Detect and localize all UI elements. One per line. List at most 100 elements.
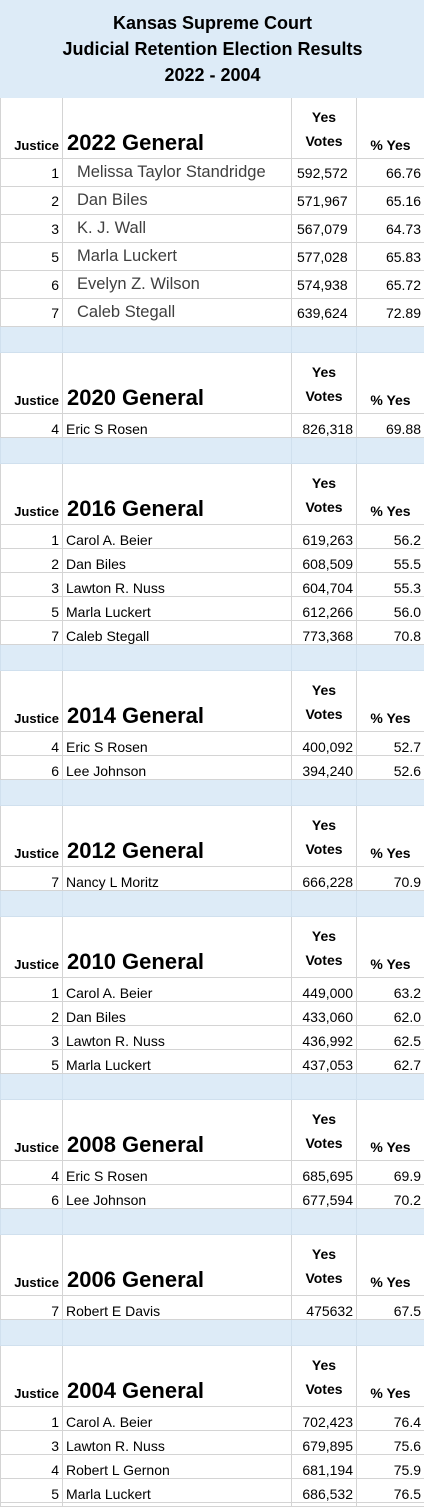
justice-number-cell[interactable]: 7 xyxy=(1,621,63,645)
justice-name-cell[interactable]: Eric S Rosen xyxy=(63,732,292,756)
empty-cell[interactable] xyxy=(292,1503,357,1507)
justice-number-cell[interactable]: 4 xyxy=(1,1161,63,1185)
justice-number-cell[interactable]: 3 xyxy=(1,215,63,243)
percent-yes-column-header[interactable]: % Yes xyxy=(357,1100,424,1161)
yes-votes-cell[interactable]: 666,228 xyxy=(292,867,357,891)
justice-name-cell[interactable]: K. J. Wall xyxy=(63,215,292,243)
justice-name-cell[interactable]: Eric S Rosen xyxy=(63,414,292,438)
percent-yes-cell[interactable]: 62.0 xyxy=(357,1002,424,1026)
percent-yes-cell[interactable]: 56.2 xyxy=(357,525,424,549)
justice-column-header[interactable]: Justice xyxy=(1,98,63,159)
election-title[interactable]: 2016 General xyxy=(63,464,292,525)
yes-votes-cell[interactable]: 604,704 xyxy=(292,573,357,597)
justice-name-cell[interactable]: Lawton R. Nuss xyxy=(63,1431,292,1455)
yes-votes-cell[interactable]: 619,263 xyxy=(292,525,357,549)
spacer-cell[interactable] xyxy=(1,1320,63,1346)
yes-votes-cell[interactable]: 571,967 xyxy=(292,187,357,215)
justice-name-cell[interactable]: Lawton R. Nuss xyxy=(63,573,292,597)
election-title[interactable]: 2004 General xyxy=(63,1346,292,1407)
spacer-cell[interactable] xyxy=(1,645,63,671)
yes-votes-cell[interactable]: 612,266 xyxy=(292,597,357,621)
justice-name-cell[interactable]: Dan Biles xyxy=(63,1002,292,1026)
justice-name-cell[interactable]: Melissa Taylor Standridge xyxy=(63,159,292,187)
yes-votes-cell[interactable]: 449,000 xyxy=(292,978,357,1002)
spacer-cell[interactable] xyxy=(292,1209,357,1235)
justice-number-cell[interactable]: 6 xyxy=(1,756,63,780)
justice-number-cell[interactable]: 1 xyxy=(1,159,63,187)
percent-yes-column-header[interactable]: % Yes xyxy=(357,464,424,525)
percent-yes-cell[interactable]: 65.72 xyxy=(357,271,424,299)
justice-number-cell[interactable]: 5 xyxy=(1,1479,63,1503)
spacer-cell[interactable] xyxy=(292,780,357,806)
justice-name-cell[interactable]: Carol A. Beier xyxy=(63,525,292,549)
empty-cell[interactable] xyxy=(63,1503,292,1507)
percent-yes-cell[interactable]: 75.6 xyxy=(357,1431,424,1455)
justice-number-cell[interactable]: 7 xyxy=(1,1296,63,1320)
justice-name-cell[interactable]: Lee Johnson xyxy=(63,1185,292,1209)
yes-votes-cell[interactable]: 685,695 xyxy=(292,1161,357,1185)
yes-votes-cell[interactable]: 702,423 xyxy=(292,1407,357,1431)
justice-number-cell[interactable]: 3 xyxy=(1,1026,63,1050)
justice-number-cell[interactable]: 2 xyxy=(1,549,63,573)
justice-number-cell[interactable]: 6 xyxy=(1,1185,63,1209)
yes-votes-cell[interactable]: 639,624 xyxy=(292,299,357,327)
justice-number-cell[interactable]: 2 xyxy=(1,187,63,215)
percent-yes-cell[interactable]: 69.88 xyxy=(357,414,424,438)
percent-yes-column-header[interactable]: % Yes xyxy=(357,917,424,978)
percent-yes-cell[interactable]: 70.2 xyxy=(357,1185,424,1209)
percent-yes-column-header[interactable]: % Yes xyxy=(357,98,424,159)
percent-yes-cell[interactable]: 76.5 xyxy=(357,1479,424,1503)
justice-name-cell[interactable]: Caleb Stegall xyxy=(63,299,292,327)
yes-votes-cell[interactable]: 475632 xyxy=(292,1296,357,1320)
percent-yes-cell[interactable]: 62.5 xyxy=(357,1026,424,1050)
empty-cell[interactable] xyxy=(357,1503,424,1507)
spacer-cell[interactable] xyxy=(1,327,63,353)
spacer-cell[interactable] xyxy=(1,780,63,806)
justice-column-header[interactable]: Justice xyxy=(1,806,63,867)
justice-name-cell[interactable]: Evelyn Z. Wilson xyxy=(63,271,292,299)
spacer-cell[interactable] xyxy=(63,645,292,671)
spacer-cell[interactable] xyxy=(63,1320,292,1346)
spacer-cell[interactable] xyxy=(292,1074,357,1100)
spacer-cell[interactable] xyxy=(63,327,292,353)
spacer-cell[interactable] xyxy=(1,438,63,464)
justice-name-cell[interactable]: Dan Biles xyxy=(63,549,292,573)
percent-yes-cell[interactable]: 66.76 xyxy=(357,159,424,187)
percent-yes-cell[interactable]: 75.9 xyxy=(357,1455,424,1479)
election-title[interactable]: 2022 General xyxy=(63,98,292,159)
election-title[interactable]: 2014 General xyxy=(63,671,292,732)
yes-votes-cell[interactable]: 686,532 xyxy=(292,1479,357,1503)
justice-number-cell[interactable]: 1 xyxy=(1,978,63,1002)
justice-name-cell[interactable]: Lee Johnson xyxy=(63,756,292,780)
percent-yes-column-header[interactable]: % Yes xyxy=(357,1346,424,1407)
justice-number-cell[interactable]: 5 xyxy=(1,243,63,271)
spacer-cell[interactable] xyxy=(357,780,424,806)
justice-column-header[interactable]: Justice xyxy=(1,1100,63,1161)
percent-yes-cell[interactable]: 55.5 xyxy=(357,549,424,573)
yes-votes-cell[interactable]: 394,240 xyxy=(292,756,357,780)
percent-yes-cell[interactable]: 70.9 xyxy=(357,867,424,891)
percent-yes-cell[interactable]: 72.89 xyxy=(357,299,424,327)
yes-votes-cell[interactable]: 679,895 xyxy=(292,1431,357,1455)
spacer-cell[interactable] xyxy=(357,1074,424,1100)
justice-name-cell[interactable]: Caleb Stegall xyxy=(63,621,292,645)
justice-number-cell[interactable]: 5 xyxy=(1,1050,63,1074)
yes-votes-cell[interactable]: 681,194 xyxy=(292,1455,357,1479)
justice-name-cell[interactable]: Eric S Rosen xyxy=(63,1161,292,1185)
spacer-cell[interactable] xyxy=(292,891,357,917)
spacer-cell[interactable] xyxy=(63,1209,292,1235)
justice-column-header[interactable]: Justice xyxy=(1,917,63,978)
justice-name-cell[interactable]: Marla Luckert xyxy=(63,1479,292,1503)
yes-votes-cell[interactable]: 400,092 xyxy=(292,732,357,756)
spacer-cell[interactable] xyxy=(1,1209,63,1235)
justice-name-cell[interactable]: Carol A. Beier xyxy=(63,978,292,1002)
spacer-cell[interactable] xyxy=(357,327,424,353)
percent-yes-column-header[interactable]: % Yes xyxy=(357,806,424,867)
spacer-cell[interactable] xyxy=(292,1320,357,1346)
yes-votes-cell[interactable]: 592,572 xyxy=(292,159,357,187)
justice-number-cell[interactable]: 2 xyxy=(1,1002,63,1026)
justice-column-header[interactable]: Justice xyxy=(1,671,63,732)
spacer-cell[interactable] xyxy=(63,891,292,917)
spacer-cell[interactable] xyxy=(63,438,292,464)
yes-votes-cell[interactable]: 437,053 xyxy=(292,1050,357,1074)
